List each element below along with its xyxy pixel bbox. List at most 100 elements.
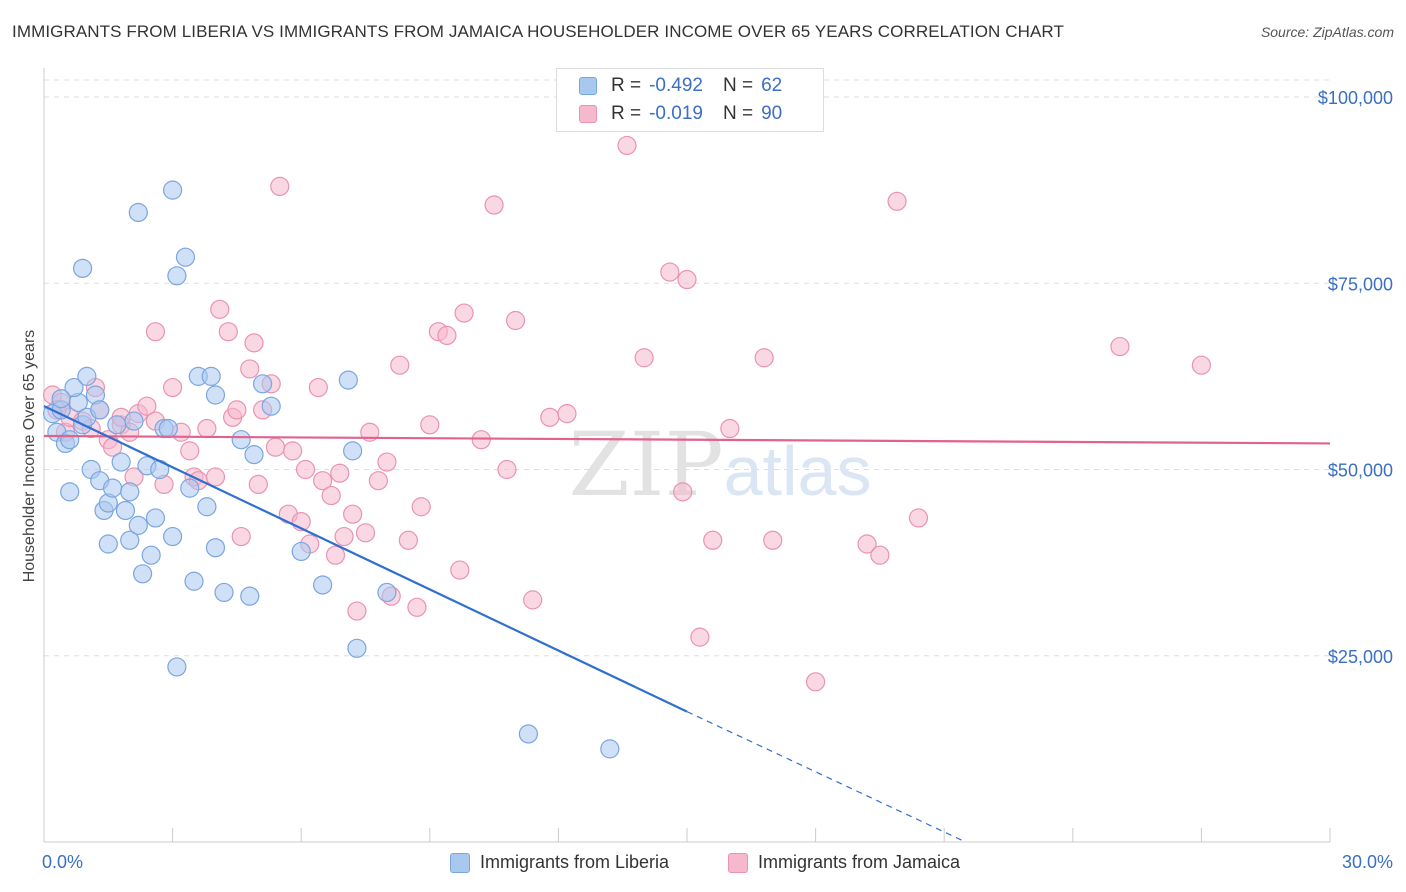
legend-r-label: R = <box>611 75 642 96</box>
jamaica-point <box>330 463 350 483</box>
liberia-point <box>343 441 363 461</box>
legend-r-label: R = <box>611 103 642 124</box>
x-tick-label-max: 30.0% <box>1342 852 1393 872</box>
liberia-point <box>338 370 358 390</box>
jamaica-point <box>887 191 907 211</box>
jamaica-point <box>437 325 457 345</box>
liberia-point <box>244 445 264 465</box>
liberia-swatch <box>450 852 470 873</box>
jamaica-point <box>210 299 230 319</box>
axes <box>43 68 1331 843</box>
liberia-point <box>163 180 183 200</box>
liberia-point <box>51 389 71 409</box>
jamaica-point <box>231 526 251 547</box>
jamaica-point <box>295 459 316 480</box>
jamaica-point <box>471 430 491 450</box>
liberia-point <box>600 739 620 759</box>
liberia-point <box>291 541 311 562</box>
jamaica-point <box>368 471 388 491</box>
jamaica-point <box>857 534 877 554</box>
jamaica-point <box>227 400 247 420</box>
jamaica-point <box>197 418 217 439</box>
liberia-point <box>132 564 153 584</box>
jamaica-point <box>754 348 774 368</box>
correlation-legend: R = -0.492 N = 62 R = -0.019 N = 90 <box>556 68 824 132</box>
liberia-point <box>120 530 140 550</box>
liberia-point <box>72 258 93 278</box>
liberia-point <box>64 377 84 398</box>
jamaica-point <box>690 627 710 647</box>
y-axis-label: Householder Income Over 65 years <box>21 329 38 583</box>
legend-row-liberia: R = -0.492 N = 62 <box>579 72 782 100</box>
jamaica-point <box>870 545 890 565</box>
liberia-point <box>115 500 136 521</box>
jamaica-point <box>240 359 260 379</box>
jamaica-point <box>763 530 783 550</box>
source-label: Source: ZipAtlas.com <box>1260 24 1394 40</box>
legend-n-label: N = <box>722 75 754 96</box>
liberia-point <box>107 415 127 435</box>
x-tick-label-min: 0.0% <box>42 852 83 872</box>
jamaica-point <box>484 195 504 215</box>
jamaica-point <box>265 437 286 457</box>
liberia-point <box>180 478 200 498</box>
jamaica-point <box>450 560 470 580</box>
legend-r-value: -0.492 <box>649 75 703 96</box>
jamaica-point <box>270 176 290 196</box>
jamaica-point <box>137 396 157 416</box>
legend-n-label: N = <box>722 103 754 124</box>
jamaica-point <box>308 377 328 398</box>
jamaica-trend-line <box>43 434 1331 445</box>
liberia-point <box>163 526 183 547</box>
jamaica-point <box>347 601 367 621</box>
jamaica-point <box>411 497 431 517</box>
liberia-point <box>205 385 226 405</box>
jamaica-point <box>523 590 543 610</box>
gridlines <box>44 79 1330 657</box>
jamaica-point <box>145 322 166 342</box>
jamaica-point <box>505 310 526 331</box>
jamaica-point <box>283 441 303 461</box>
y-tick-labels: $25,000 $50,000 $75,000 $100,000 <box>1318 88 1393 667</box>
jamaica-point <box>163 377 183 398</box>
series-legend: Immigrants from Liberia Immigrants from … <box>0 852 1406 878</box>
liberia-point <box>90 400 110 420</box>
jamaica-swatch <box>728 852 748 873</box>
liberia-point <box>124 411 144 431</box>
jamaica-point <box>660 262 680 282</box>
jamaica-point <box>1110 336 1130 357</box>
liberia-point <box>102 478 123 498</box>
jamaica-point <box>908 508 929 528</box>
liberia-point <box>240 586 260 606</box>
jamaica-point <box>205 467 226 487</box>
legend-item-liberia: Immigrants from Liberia <box>450 852 669 873</box>
liberia-point <box>60 482 80 502</box>
liberia-point <box>111 452 131 472</box>
jamaica-point <box>343 504 363 524</box>
jamaica-point <box>398 530 418 550</box>
jamaica-point <box>1191 355 1212 375</box>
jamaica-point <box>420 415 440 435</box>
watermark-zip: ZIP <box>569 413 724 516</box>
jamaica-point <box>334 526 354 547</box>
jamaica-point <box>355 523 376 543</box>
liberia-point <box>261 396 281 416</box>
liberia-point <box>77 366 97 386</box>
liberia-point <box>313 575 333 595</box>
jamaica-point <box>390 355 410 375</box>
y-tick-label: $75,000 <box>1328 274 1393 294</box>
jamaica-point <box>180 441 200 461</box>
liberia-point <box>120 482 140 502</box>
legend-label: Immigrants from Jamaica <box>758 852 961 872</box>
liberia-point <box>145 508 166 528</box>
jamaica-point <box>325 545 346 565</box>
jamaica-point <box>634 348 654 368</box>
jamaica-point <box>218 322 238 342</box>
legend-row-jamaica: R = -0.019 N = 90 <box>579 100 782 128</box>
liberia-point <box>231 430 251 450</box>
liberia-point <box>128 202 148 223</box>
liberia-point <box>141 545 161 565</box>
legend-label: Immigrants from Liberia <box>480 852 670 872</box>
jamaica-point <box>720 418 740 439</box>
